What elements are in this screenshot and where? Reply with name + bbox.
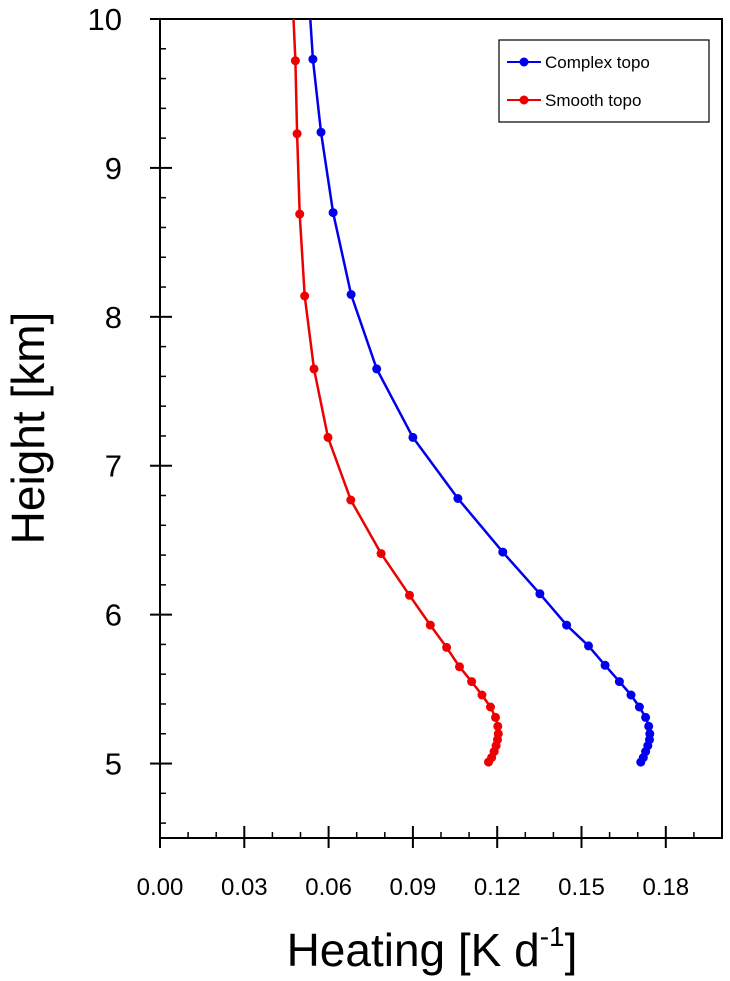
series-layer [290,18,655,767]
data-point-smooth [323,432,333,442]
data-point-complex [316,127,326,137]
data-point-complex [372,364,382,374]
x-axis-ticks: 0.00 0.03 0.06 0.09 0.12 0.15 0.18 [137,826,689,901]
y-tick-label: 10 [88,2,122,37]
legend-label-smooth: Smooth topo [545,91,641,110]
data-point-complex [308,54,318,64]
y-axis-title: Height [km] [2,312,54,545]
data-point-smooth [376,549,386,559]
y-tick-label: 7 [105,449,122,484]
y-tick-label: 9 [105,151,122,186]
data-point-complex [328,208,338,218]
data-point-complex [408,432,418,442]
data-point-complex [641,712,651,722]
data-point-smooth [477,690,487,700]
data-point-complex [634,702,644,712]
data-point-smooth [295,209,305,219]
data-point-complex [562,620,572,630]
data-point-complex [498,547,508,557]
x-tick-label: 0.09 [390,874,437,901]
data-point-smooth [300,291,310,301]
data-point-smooth [486,702,495,712]
series-complex [308,18,655,767]
data-point-smooth [290,56,300,66]
legend-marker-complex [519,57,529,67]
y-axis-ticks: 5 6 7 8 9 10 [88,2,172,782]
y-tick-label: 5 [105,747,122,782]
data-point-smooth [425,620,435,630]
data-point-complex [626,690,636,700]
data-point-smooth [346,495,356,505]
data-point-smooth [455,662,464,672]
x-tick-label: 0.15 [558,874,605,901]
x-axis-title-bracket: ] [565,924,578,976]
data-point-complex [453,494,463,503]
x-axis-title-main: Heating [K d [287,924,540,976]
data-point-smooth [405,590,414,600]
plot-frame [159,18,723,839]
data-point-complex [600,660,610,670]
legend-marker-smooth [519,95,529,105]
data-point-complex [535,589,545,599]
legend-box [498,39,710,123]
data-point-smooth [467,677,477,687]
x-tick-label: 0.12 [474,874,521,901]
data-point-smooth [491,712,500,722]
data-point-smooth [484,757,493,767]
data-point-smooth [309,364,319,374]
data-point-smooth [292,129,302,139]
series-smooth [290,18,503,767]
x-tick-label: 0.18 [642,874,689,901]
legend: Complex topo Smooth topo [498,39,710,123]
x-axis-title: Heating [K d-1] [287,921,578,976]
data-point-complex [636,757,646,767]
data-point-smooth [442,642,452,652]
x-axis-title-superscript: -1 [540,921,565,952]
legend-label-complex: Complex topo [545,53,650,72]
y-tick-label: 8 [105,300,122,335]
data-point-complex [614,677,624,687]
x-tick-label: 0.06 [305,874,352,901]
y-tick-label: 6 [105,598,122,633]
data-point-complex [584,641,593,651]
x-tick-label: 0.03 [221,874,268,901]
series-line-complex [309,18,652,763]
data-point-complex [346,290,356,299]
data-point-smooth [493,721,503,731]
axes: 0.00 0.03 0.06 0.09 0.12 0.15 0.18 5 6 7 8 9 10 [88,2,723,901]
data-point-complex [644,721,654,731]
x-tick-label: 0.00 [137,874,184,901]
minor-ticks [160,48,695,838]
